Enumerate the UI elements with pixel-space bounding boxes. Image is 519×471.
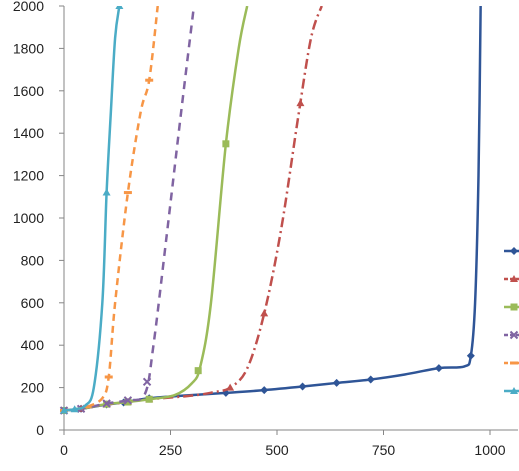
y-tick-label: 1400 xyxy=(13,125,44,141)
y-tick-label: 800 xyxy=(21,252,45,268)
series-marker xyxy=(102,399,111,408)
series-marker xyxy=(332,378,341,387)
series-line xyxy=(63,6,249,412)
series-marker xyxy=(509,330,519,340)
series-marker xyxy=(124,398,132,406)
series-marker xyxy=(466,351,475,360)
series-marker xyxy=(60,406,68,414)
series-marker xyxy=(510,303,518,311)
series-marker xyxy=(222,140,230,148)
series-1 xyxy=(60,6,482,415)
series-marker xyxy=(510,275,518,282)
series-marker xyxy=(83,405,92,409)
series-5 xyxy=(60,6,159,412)
series-marker xyxy=(123,191,132,195)
series-marker xyxy=(145,78,154,82)
series-marker xyxy=(366,375,375,384)
x-tick-label: 1000 xyxy=(474,442,505,458)
series-6 xyxy=(60,6,124,414)
y-tick-label: 1000 xyxy=(13,210,44,226)
y-tick-label: 2000 xyxy=(13,0,44,14)
series-marker xyxy=(123,396,133,405)
series-marker xyxy=(102,188,111,196)
series-marker xyxy=(104,375,113,379)
series-line xyxy=(63,6,121,412)
series-line xyxy=(63,6,159,412)
y-tick-label: 200 xyxy=(21,380,45,396)
series-marker xyxy=(510,387,518,394)
series-marker xyxy=(142,377,152,386)
series-marker xyxy=(510,247,518,255)
x-tick-label: 750 xyxy=(372,442,396,458)
legend-item-1 xyxy=(504,247,519,255)
series-marker xyxy=(70,405,79,413)
y-tick-label: 1200 xyxy=(13,168,44,184)
series-marker xyxy=(115,6,124,9)
series-3 xyxy=(60,6,249,414)
x-tick-label: 500 xyxy=(265,442,289,458)
series-4 xyxy=(59,6,196,415)
series-marker xyxy=(296,99,305,107)
y-tick-label: 1600 xyxy=(13,83,44,99)
series-marker xyxy=(145,395,153,403)
legend-item-5 xyxy=(504,361,519,365)
legend-item-2 xyxy=(504,275,519,282)
x-tick-label: 0 xyxy=(60,442,68,458)
legend-item-6 xyxy=(504,387,519,394)
series-line xyxy=(63,6,196,412)
series-marker xyxy=(226,383,235,391)
y-tick-label: 600 xyxy=(21,295,45,311)
series-marker xyxy=(510,361,518,365)
y-tick-label: 0 xyxy=(36,422,44,438)
series-marker xyxy=(434,364,443,373)
y-tick-label: 400 xyxy=(21,337,45,353)
x-tick-label: 250 xyxy=(159,442,183,458)
legend-item-4 xyxy=(504,330,519,340)
series-marker xyxy=(194,367,202,375)
y-tick-label: 1800 xyxy=(13,40,44,56)
series-marker xyxy=(298,382,307,391)
series-marker xyxy=(260,386,269,395)
series-line xyxy=(63,6,323,412)
series-marker xyxy=(260,309,269,317)
legend-item-3 xyxy=(504,303,519,311)
